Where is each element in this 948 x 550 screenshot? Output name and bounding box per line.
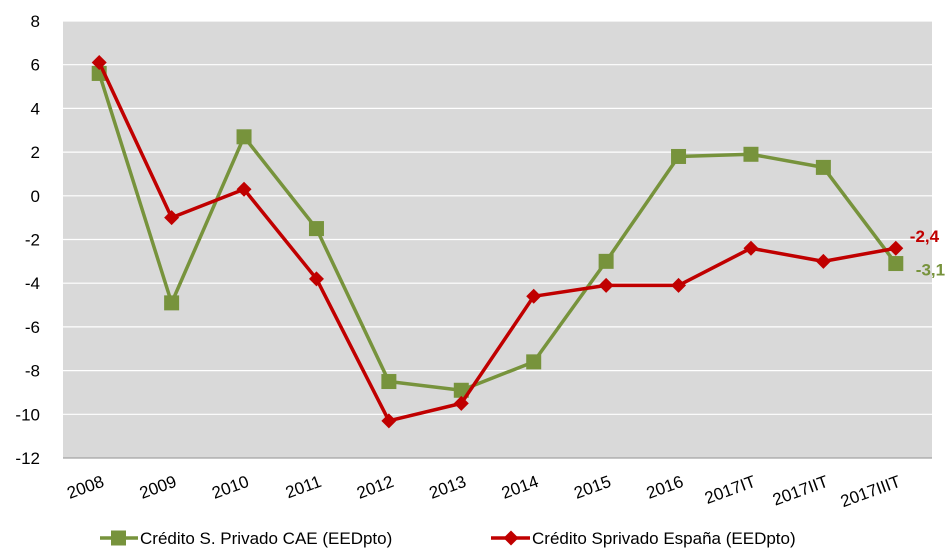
x-tick-label: 2012 bbox=[354, 472, 396, 503]
y-tick-label: -4 bbox=[25, 274, 40, 293]
data-point-cae bbox=[381, 374, 397, 390]
y-tick-label: -6 bbox=[25, 318, 40, 337]
data-point-cae bbox=[164, 295, 180, 311]
data-point-espana bbox=[815, 253, 831, 269]
x-axis-tick-labels: 2008 2009 2010 2011 2012 2013 2014 2015 2016 2017… bbox=[65, 472, 904, 511]
x-tick-label: 2016 bbox=[644, 472, 686, 503]
data-point-espana bbox=[381, 413, 397, 429]
data-point-cae bbox=[815, 159, 831, 175]
x-tick-label: 2017IIIT bbox=[838, 472, 903, 511]
data-point-espana bbox=[598, 277, 614, 293]
data-point-cae bbox=[308, 221, 324, 237]
end-labels: -2,4 -3,1 bbox=[910, 227, 945, 279]
data-point-cae bbox=[526, 354, 542, 370]
y-tick-label: -12 bbox=[15, 449, 40, 468]
x-tick-label: 2015 bbox=[571, 472, 613, 503]
data-point-espana bbox=[453, 395, 469, 411]
y-tick-label: 8 bbox=[31, 12, 40, 31]
y-tick-label: -2 bbox=[25, 231, 40, 250]
y-tick-label: 6 bbox=[31, 56, 40, 75]
series-line bbox=[97, 61, 897, 423]
legend: Crédito S. Privado CAE (EEDpto) Crédito … bbox=[100, 529, 796, 548]
x-tick-label: 2017IIT bbox=[770, 472, 831, 510]
data-point-cae bbox=[453, 382, 469, 398]
data-point-espana bbox=[526, 288, 542, 304]
data-point-espana bbox=[743, 240, 759, 256]
legend-item-espana: Crédito Sprivado España (EEDpto) bbox=[491, 529, 796, 548]
data-point-espana bbox=[164, 210, 180, 226]
x-tick-label: 2011 bbox=[283, 472, 324, 502]
y-tick-label: -10 bbox=[15, 405, 40, 424]
series-espana bbox=[91, 55, 904, 429]
data-point-cae bbox=[671, 148, 687, 164]
series-lines bbox=[91, 55, 904, 429]
legend-swatch-cae-marker bbox=[111, 530, 126, 546]
data-point-espana bbox=[91, 55, 107, 71]
series-cae bbox=[91, 65, 904, 398]
x-tick-label: 2014 bbox=[499, 472, 541, 503]
x-tick-label: 2010 bbox=[209, 472, 251, 503]
data-point-espana bbox=[671, 277, 687, 293]
y-tick-label: 4 bbox=[31, 99, 40, 118]
y-axis-tick-labels: 8 6 4 2 0 -2 -4 -6 -8 -10 -12 bbox=[15, 12, 40, 468]
legend-item-cae: Crédito S. Privado CAE (EEDpto) bbox=[100, 529, 392, 548]
x-tick-label: 2017IT bbox=[702, 472, 758, 508]
data-point-cae bbox=[236, 129, 252, 145]
y-tick-label: 0 bbox=[31, 187, 40, 206]
gridlines bbox=[63, 20, 932, 459]
legend-label-espana: Crédito Sprivado España (EEDpto) bbox=[532, 529, 796, 548]
data-point-cae bbox=[888, 256, 904, 272]
x-tick-label: 2013 bbox=[427, 472, 469, 503]
series-line bbox=[97, 72, 898, 393]
data-point-espana bbox=[888, 240, 904, 256]
y-tick-label: 2 bbox=[31, 143, 40, 162]
data-point-espana bbox=[236, 181, 252, 197]
data-point-espana bbox=[308, 271, 324, 287]
x-tick-label: 2008 bbox=[65, 472, 107, 503]
end-label-cae: -3,1 bbox=[916, 261, 945, 280]
data-point-cae bbox=[743, 146, 759, 162]
legend-label-cae: Crédito S. Privado CAE (EEDpto) bbox=[140, 529, 392, 548]
legend-swatch-espana-marker bbox=[503, 530, 519, 546]
end-label-espana: -2,4 bbox=[910, 227, 940, 246]
x-tick-label: 2009 bbox=[137, 472, 179, 503]
data-point-cae bbox=[598, 253, 614, 269]
y-tick-label: -8 bbox=[25, 362, 40, 381]
